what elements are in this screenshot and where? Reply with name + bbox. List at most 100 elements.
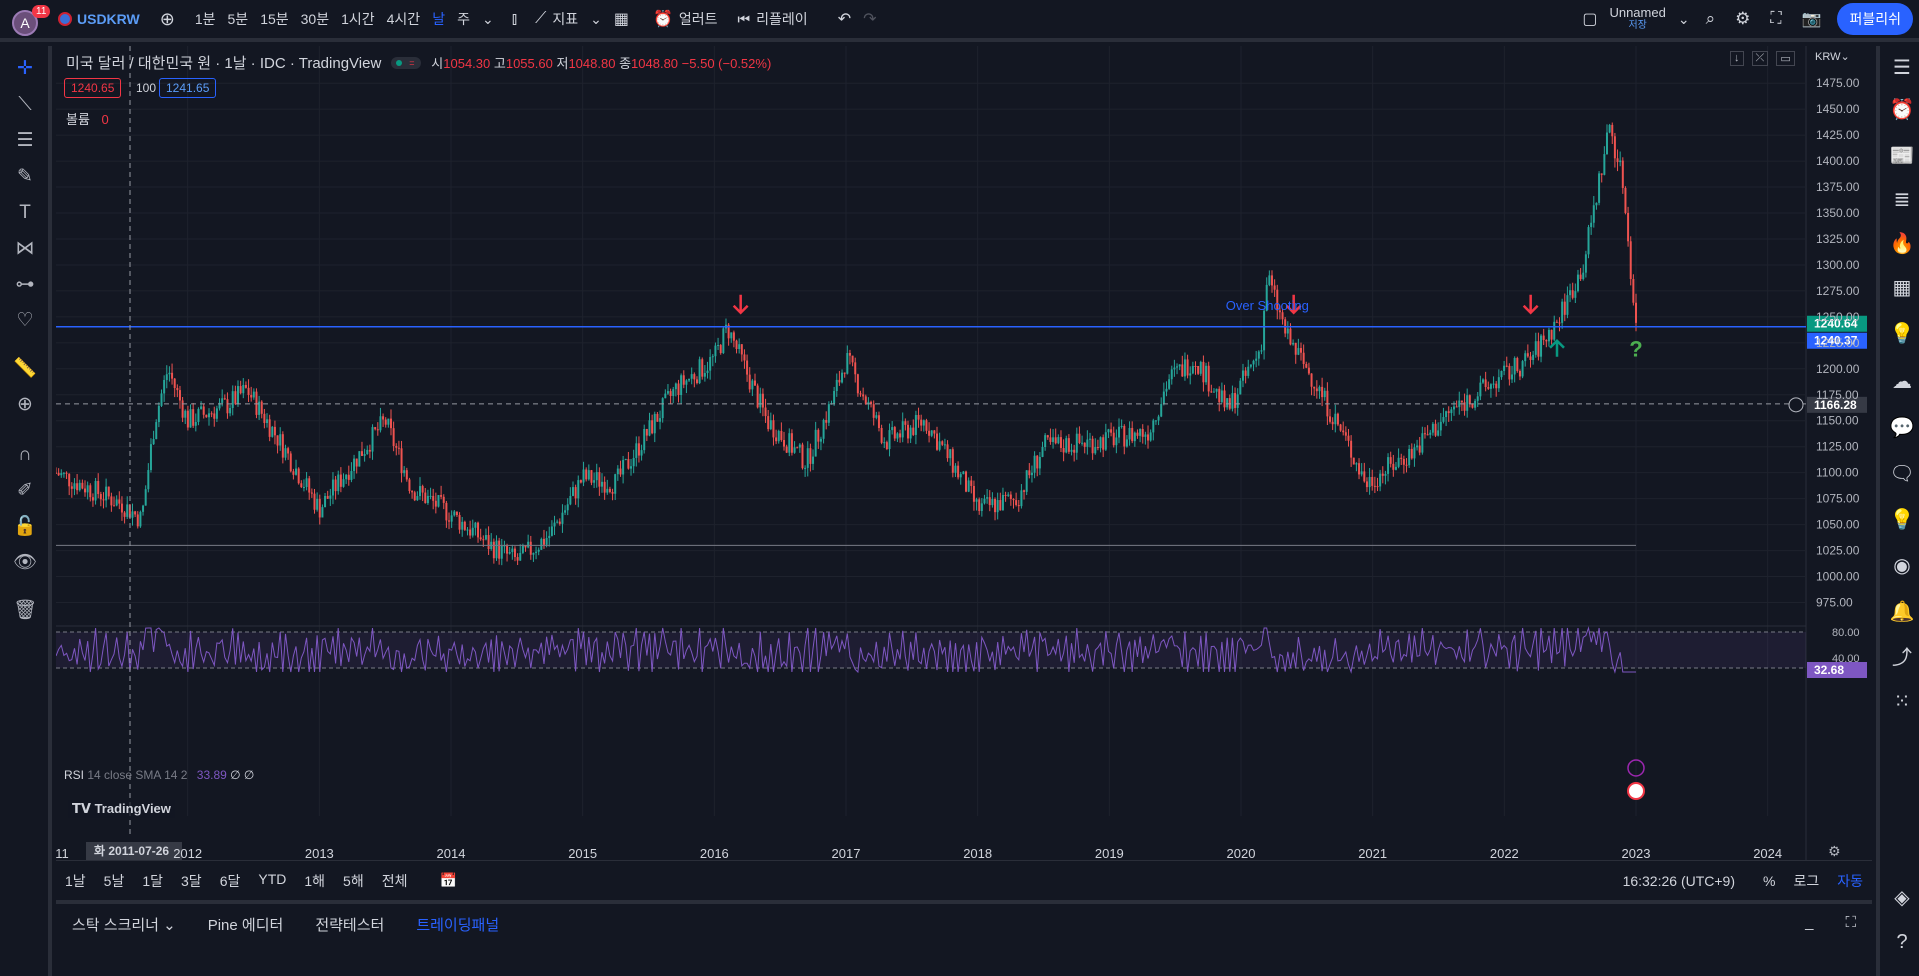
percent-toggle[interactable]: % bbox=[1763, 872, 1776, 889]
interval-dropdown[interactable]: ⌄ bbox=[481, 10, 494, 27]
chat-icon[interactable]: 💬 bbox=[1889, 417, 1915, 439]
message-icon[interactable]: 🗨 bbox=[1889, 463, 1915, 485]
log-toggle[interactable]: 로그 bbox=[1793, 872, 1820, 889]
range-7[interactable]: 5해 bbox=[343, 872, 364, 889]
dots-icon[interactable]: ⁙ bbox=[1893, 691, 1911, 713]
layout-square-icon[interactable]: ▢ bbox=[1582, 11, 1598, 28]
compare-add-button[interactable]: ⊕ bbox=[159, 8, 175, 29]
candle-type-button[interactable]: ⫾ bbox=[511, 9, 518, 28]
news-icon[interactable]: 📰 bbox=[1889, 145, 1915, 167]
trend-up-icon[interactable]: ⤴ bbox=[1892, 647, 1912, 669]
help-icon[interactable]: ? bbox=[1896, 931, 1908, 953]
bid-price-box[interactable]: 1240.65 bbox=[64, 78, 122, 98]
zoom-in-icon[interactable]: ⊕ bbox=[17, 394, 33, 415]
range-1[interactable]: 5날 bbox=[103, 872, 125, 889]
hotlist-flame-icon[interactable]: 🔥 bbox=[1889, 233, 1915, 255]
down-arrow-marker bbox=[1522, 294, 1539, 315]
candle-body bbox=[326, 495, 329, 499]
alarm-clock-icon[interactable]: ⏰ bbox=[1889, 99, 1915, 121]
list-add-icon[interactable]: ≣ bbox=[1893, 189, 1911, 211]
settings-gear-icon[interactable]: ⚙ bbox=[1735, 9, 1751, 28]
indicators-button[interactable]: ⟋ 지표 bbox=[535, 10, 579, 27]
lightbulb-icon[interactable]: 💡 bbox=[1889, 509, 1915, 531]
interval-4[interactable]: 1시간 bbox=[341, 11, 375, 27]
cloud-icon[interactable]: ☁ bbox=[1892, 371, 1912, 393]
candle-body bbox=[189, 409, 192, 428]
range-0[interactable]: 1날 bbox=[65, 872, 86, 889]
interval-7[interactable]: 주 bbox=[457, 11, 470, 27]
panel-tab-1[interactable]: Pine 에디터 bbox=[207, 917, 284, 934]
symbol-search[interactable]: USDKRW bbox=[52, 0, 146, 40]
candle-body bbox=[300, 483, 303, 488]
trash-icon[interactable]: 🗑 bbox=[12, 600, 38, 621]
trend-line-icon[interactable]: ⟍ bbox=[18, 94, 32, 115]
layers-icon[interactable]: ◈ bbox=[1894, 887, 1910, 909]
maximize-pane-icon[interactable]: ▭ bbox=[1776, 51, 1795, 66]
range-2[interactable]: 1달 bbox=[142, 872, 164, 889]
interval-2[interactable]: 15분 bbox=[260, 11, 289, 27]
lock-icon[interactable]: 🔓 bbox=[13, 516, 37, 537]
crosshair-price-label: 1166.28 bbox=[1814, 398, 1857, 412]
templates-icon[interactable]: ▦ bbox=[613, 11, 629, 28]
replay-button[interactable]: ⏮ 리플레이 bbox=[737, 10, 808, 28]
range-3[interactable]: 3달 bbox=[181, 872, 202, 889]
clock-time[interactable]: 16:32:26 (UTC+9) bbox=[1622, 872, 1736, 889]
currency-selector[interactable]: KRW⌄ bbox=[1815, 51, 1850, 63]
candle-body bbox=[1154, 420, 1157, 422]
undo-button[interactable]: ↶ bbox=[837, 11, 852, 28]
interval-0[interactable]: 1분 bbox=[194, 11, 216, 27]
ask-price-box[interactable]: 1241.65 bbox=[159, 78, 217, 98]
lock-drawing-icon[interactable]: ✐ bbox=[17, 480, 33, 501]
interval-1[interactable]: 5분 bbox=[227, 11, 249, 27]
interval-3[interactable]: 30분 bbox=[300, 11, 330, 27]
fib-retracement-icon[interactable]: ☰ bbox=[16, 130, 34, 151]
heart-icon[interactable]: ♡ bbox=[16, 310, 34, 331]
range-6[interactable]: 1해 bbox=[304, 872, 326, 889]
bell-icon[interactable]: 🔔 bbox=[1889, 601, 1915, 623]
range-4[interactable]: 6달 bbox=[219, 872, 241, 889]
candle-body bbox=[1632, 279, 1635, 303]
range-8[interactable]: 전체 bbox=[381, 872, 408, 889]
fullscreen-icon[interactable]: ⛶ bbox=[1770, 10, 1782, 27]
camera-icon[interactable]: 📷 bbox=[1801, 11, 1822, 28]
candle-body bbox=[1590, 222, 1593, 228]
search-icon[interactable]: ⌕ bbox=[1705, 9, 1716, 28]
scroll-down-icon[interactable]: ↓ bbox=[1730, 51, 1744, 66]
candle-body bbox=[870, 401, 873, 405]
crosshair-icon[interactable]: ✛ bbox=[17, 58, 33, 79]
y-tick-label: 1450.00 bbox=[1816, 102, 1860, 116]
panel-tab-2[interactable]: 전략테스터 bbox=[315, 917, 385, 934]
candle-body bbox=[1587, 227, 1590, 255]
redo-button[interactable]: ↷ bbox=[863, 11, 877, 28]
panel-tab-0[interactable]: 스탁 스크리너 ⌄ bbox=[72, 917, 176, 934]
magnet-icon[interactable]: ∩ bbox=[18, 444, 32, 465]
interval-5[interactable]: 4시간 bbox=[386, 11, 421, 27]
layout-name-button[interactable]: Unnamed 저장 bbox=[1609, 5, 1666, 31]
watchlist-icon[interactable]: ☰ bbox=[1893, 57, 1911, 79]
indicators-dropdown[interactable]: ⌄ bbox=[590, 10, 602, 27]
minimize-panel-icon[interactable]: _ bbox=[1805, 914, 1814, 931]
goto-date-icon[interactable]: 📅 bbox=[439, 872, 457, 888]
range-5[interactable]: YTD bbox=[258, 870, 287, 887]
forecast-icon[interactable]: ⊶ bbox=[15, 274, 35, 295]
auto-toggle[interactable]: 자동 bbox=[1837, 872, 1863, 889]
pattern-icon[interactable]: ⋈ bbox=[15, 238, 35, 259]
candle-body bbox=[469, 529, 472, 536]
calendar-icon[interactable]: ▦ bbox=[1892, 277, 1912, 299]
publish-button[interactable]: 퍼블리쉬 bbox=[1837, 3, 1913, 35]
brush-icon[interactable]: ✎ bbox=[17, 166, 33, 187]
candle-body bbox=[888, 430, 891, 450]
text-tool-icon[interactable]: T bbox=[19, 202, 31, 223]
interval-6[interactable]: 날 bbox=[432, 11, 446, 27]
layout-dropdown[interactable]: ⌄ bbox=[1677, 10, 1690, 27]
candle-body bbox=[1255, 358, 1258, 361]
maximize-panel-icon[interactable]: ⛶ bbox=[1845, 914, 1856, 931]
broadcast-icon[interactable]: ◉ bbox=[1893, 555, 1911, 577]
ruler-icon[interactable]: 📏 bbox=[13, 358, 37, 379]
collapse-icon[interactable]: ⤫ bbox=[1751, 51, 1769, 66]
eye-icon[interactable]: 👁 bbox=[12, 552, 38, 573]
alert-button[interactable]: ⏰ 얼러트 bbox=[652, 11, 718, 28]
panel-tab-3[interactable]: 트레이딩패널 bbox=[416, 917, 500, 934]
ideas-bulb-icon[interactable]: 💡 bbox=[1889, 323, 1915, 345]
